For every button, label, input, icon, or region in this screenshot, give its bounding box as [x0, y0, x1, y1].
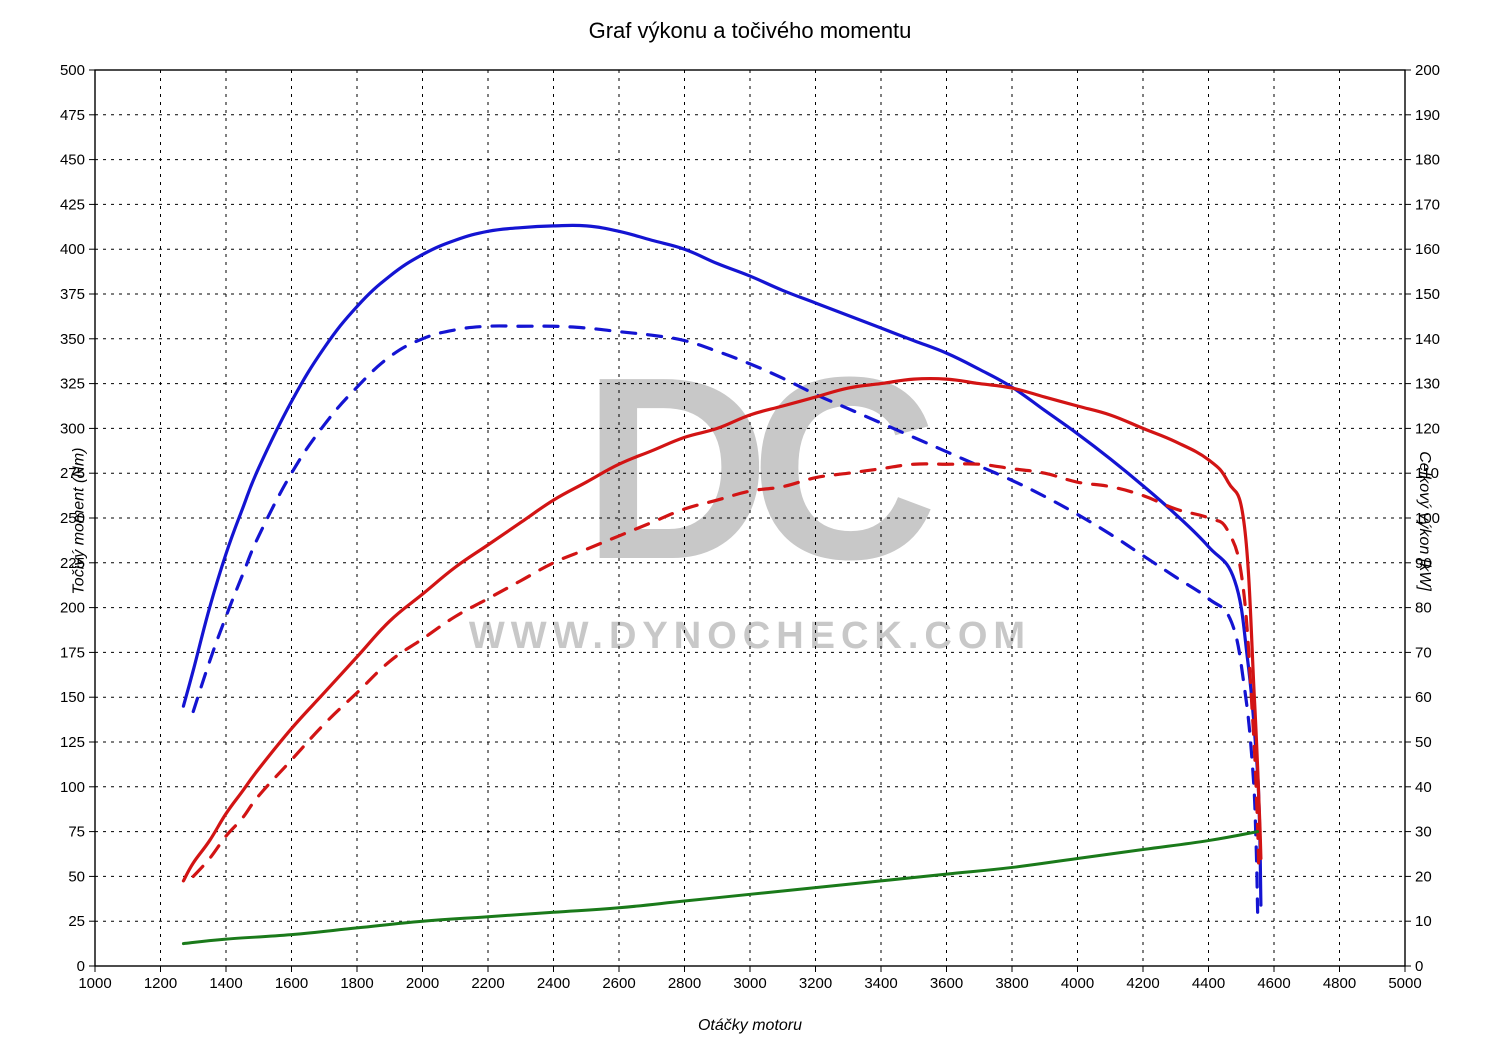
yl-tick-label: 200: [60, 600, 85, 617]
x-tick-label: 1600: [275, 975, 308, 992]
yl-tick-label: 175: [60, 644, 85, 661]
yl-tick-label: 125: [60, 734, 85, 751]
x-tick-label: 1800: [340, 975, 373, 992]
yr-tick-label: 150: [1415, 286, 1440, 303]
yl-tick-label: 275: [60, 465, 85, 482]
x-tick-label: 5000: [1388, 975, 1421, 992]
x-tick-label: 1400: [209, 975, 242, 992]
yl-tick-label: 400: [60, 241, 85, 258]
yl-tick-label: 425: [60, 196, 85, 213]
yr-tick-label: 80: [1415, 600, 1432, 617]
x-tick-label: 3000: [733, 975, 766, 992]
x-tick-label: 2600: [602, 975, 635, 992]
chart-container: Graf výkonu a točivého momentu Otáčky mo…: [0, 0, 1500, 1041]
x-tick-label: 4800: [1323, 975, 1356, 992]
yr-tick-label: 20: [1415, 868, 1432, 885]
yr-tick-label: 10: [1415, 913, 1432, 930]
x-tick-label: 4600: [1257, 975, 1290, 992]
yr-tick-label: 40: [1415, 779, 1432, 796]
yr-tick-label: 160: [1415, 241, 1440, 258]
x-tick-label: 2400: [537, 975, 570, 992]
yr-tick-label: 170: [1415, 196, 1440, 213]
x-tick-label: 4200: [1126, 975, 1159, 992]
yl-tick-label: 475: [60, 107, 85, 124]
x-tick-label: 4000: [1061, 975, 1094, 992]
yl-tick-label: 300: [60, 420, 85, 437]
x-tick-label: 4400: [1192, 975, 1225, 992]
yr-tick-label: 130: [1415, 376, 1440, 393]
x-tick-label: 2200: [471, 975, 504, 992]
x-tick-label: 3600: [930, 975, 963, 992]
chart-svg: DCWWW.DYNOCHECK.COM100012001400160018002…: [0, 0, 1500, 1041]
yl-tick-label: 325: [60, 376, 85, 393]
yl-tick-label: 450: [60, 152, 85, 169]
yr-tick-label: 50: [1415, 734, 1432, 751]
yl-tick-label: 375: [60, 286, 85, 303]
watermark-url: WWW.DYNOCHECK.COM: [469, 615, 1031, 657]
x-tick-label: 3400: [864, 975, 897, 992]
x-tick-label: 2000: [406, 975, 439, 992]
yr-tick-label: 0: [1415, 958, 1423, 975]
yr-tick-label: 70: [1415, 644, 1432, 661]
yl-tick-label: 500: [60, 62, 85, 79]
yl-tick-label: 25: [68, 913, 85, 930]
yr-tick-label: 110: [1415, 465, 1439, 482]
yr-tick-label: 90: [1415, 555, 1432, 572]
yl-tick-label: 150: [60, 689, 85, 706]
yr-tick-label: 190: [1415, 107, 1440, 124]
yl-tick-label: 100: [60, 779, 85, 796]
x-tick-label: 3200: [799, 975, 832, 992]
x-tick-label: 1000: [78, 975, 111, 992]
x-tick-label: 2800: [668, 975, 701, 992]
yr-tick-label: 140: [1415, 331, 1440, 348]
yr-tick-label: 200: [1415, 62, 1440, 79]
yl-tick-label: 350: [60, 331, 85, 348]
yr-tick-label: 120: [1415, 420, 1440, 437]
yr-tick-label: 180: [1415, 152, 1440, 169]
yl-tick-label: 250: [60, 510, 85, 527]
yl-tick-label: 0: [77, 958, 85, 975]
yl-tick-label: 50: [68, 868, 85, 885]
x-tick-label: 3800: [995, 975, 1028, 992]
yl-tick-label: 225: [60, 555, 85, 572]
yl-tick-label: 75: [68, 824, 85, 841]
x-tick-label: 1200: [144, 975, 177, 992]
yr-tick-label: 100: [1415, 510, 1440, 527]
yr-tick-label: 30: [1415, 824, 1432, 841]
yr-tick-label: 60: [1415, 689, 1432, 706]
